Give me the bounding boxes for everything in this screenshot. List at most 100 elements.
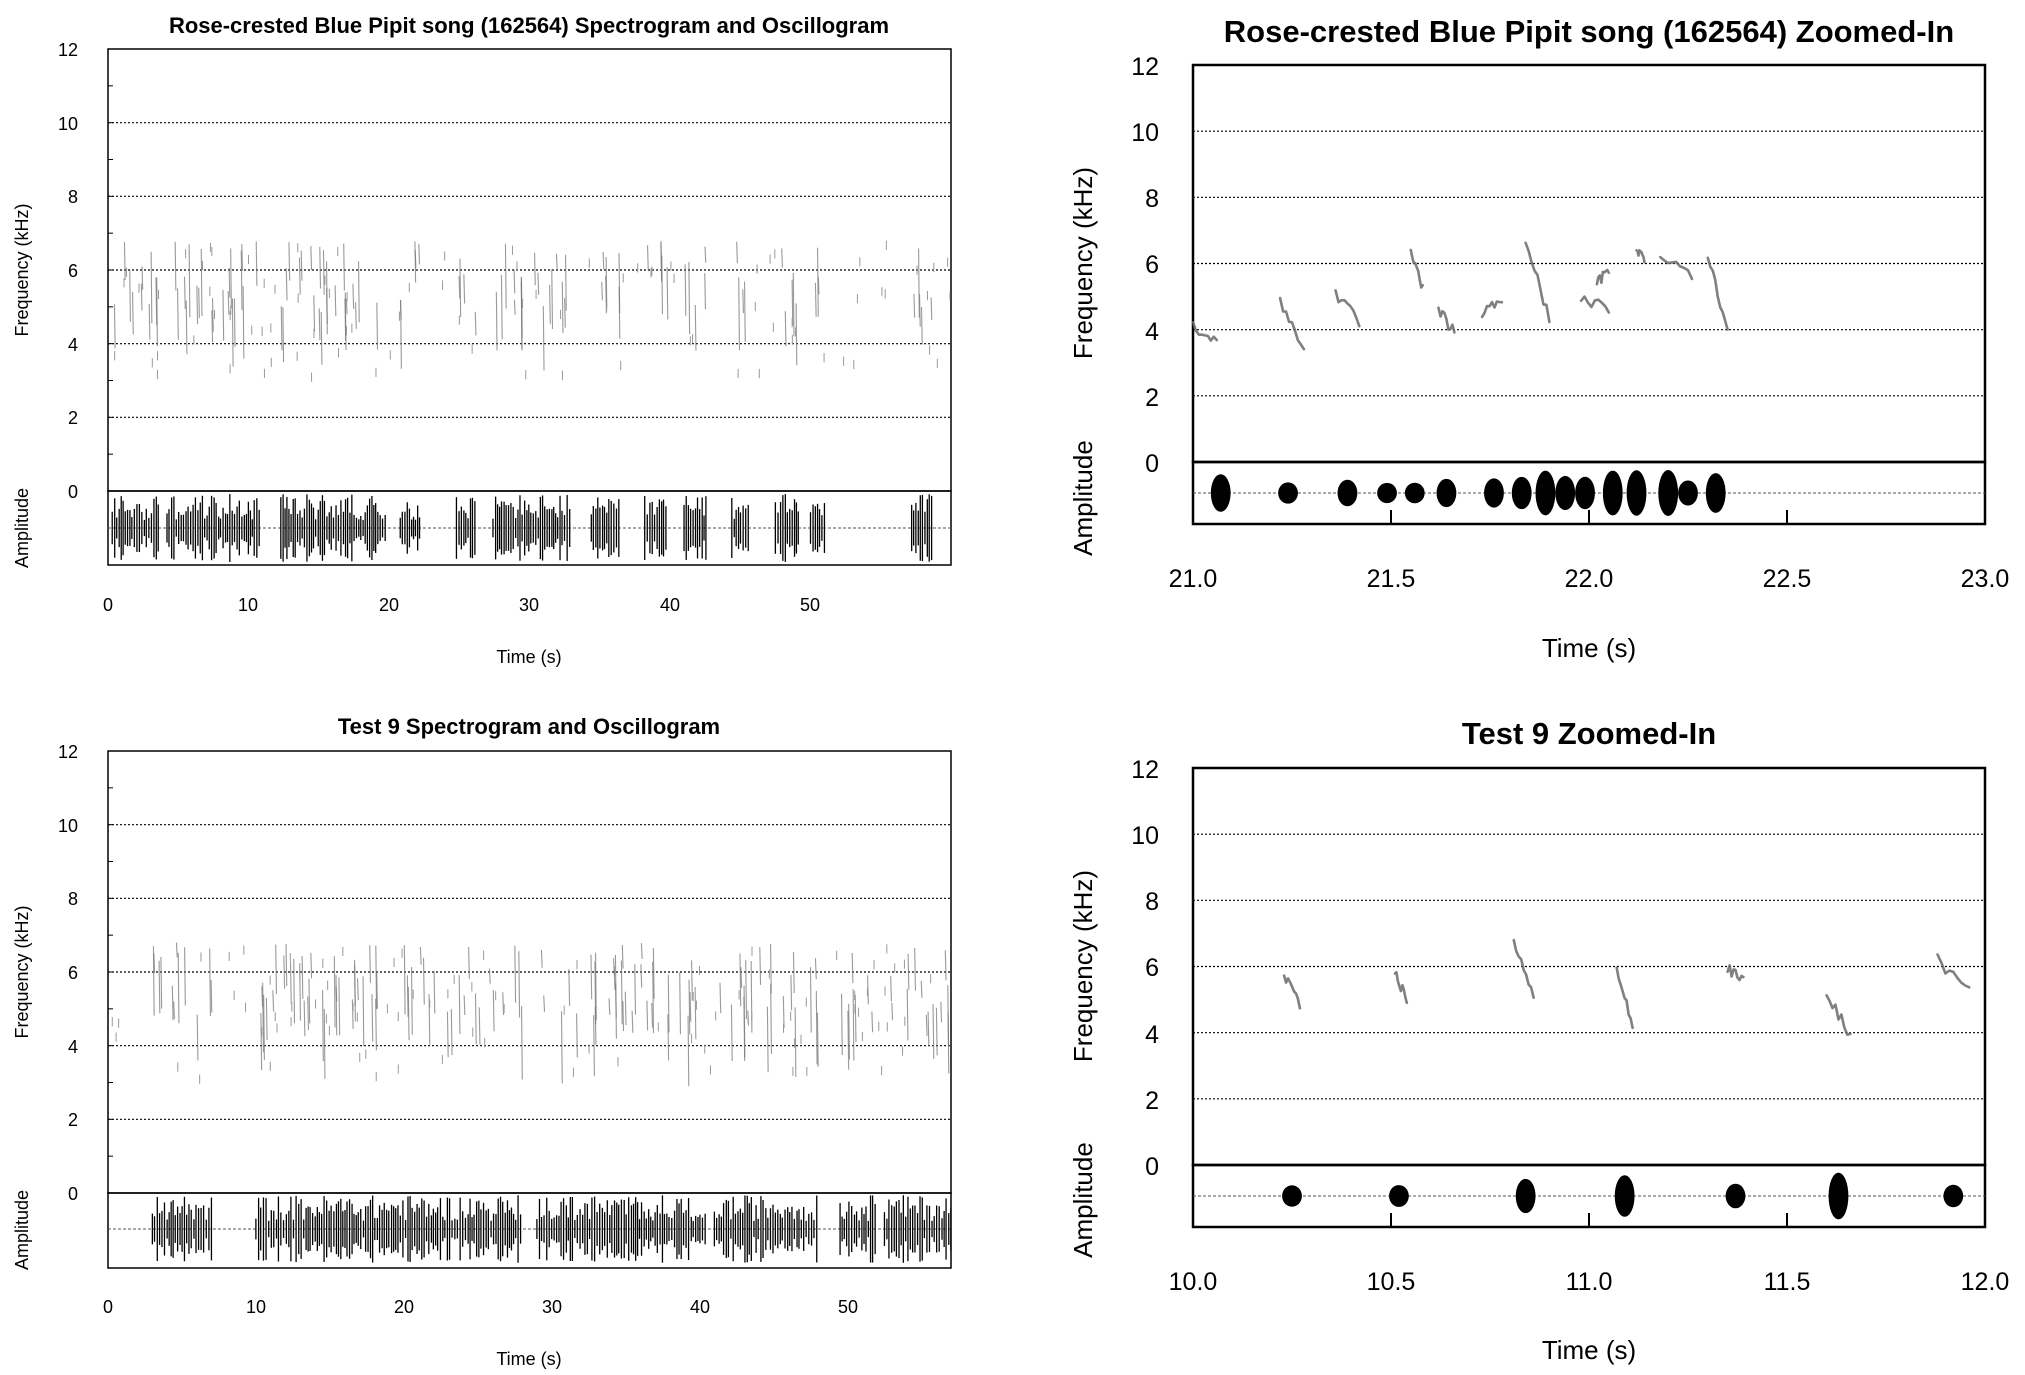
spectrogram-streak [925,1014,928,1036]
spectrogram-streak [275,944,278,994]
spectrogram-streak [689,992,692,1022]
spectrogram-streak [241,244,244,271]
chart-title: Rose-crested Blue Pipit song (162564) Sp… [169,13,889,38]
oscillogram-trace [108,1195,952,1263]
spectrogram-streak [123,242,126,280]
y-axis-label: Frequency (kHz) [1068,870,1098,1062]
y-tick-label: 6 [68,963,78,983]
spectrogram-streak [814,282,817,317]
spectrogram-streak [446,1011,449,1058]
spectrogram-streak [323,1008,326,1079]
y-axis-label: Frequency (kHz) [12,905,32,1038]
spectrogram-streak [742,289,745,314]
waveform-pulse [1278,482,1298,504]
x-tick-label: 22.0 [1565,565,1614,593]
gridlines [108,85,951,455]
spectrogram-streak [345,298,348,315]
spectrogram-streak [160,956,163,1009]
spectrogram-streak [792,952,795,993]
spectrogram-streak [679,972,682,1035]
waveform-pulse [1828,1172,1849,1220]
spectrogram-streak [615,983,617,1039]
syllable-trace [1191,320,1219,342]
x-tick-label: 50 [838,1297,858,1317]
spectrogram-streaks [113,240,951,382]
spectrogram-streak [129,270,131,322]
spectrogram-streak [410,966,413,1035]
spectrogram-streak [335,975,338,1036]
spectrogram-streak [935,1007,938,1056]
spectrogram-streak [171,985,174,1021]
spectrogram-streak [792,273,795,337]
spectrogram-streak [400,300,402,369]
spectrogram-streak [148,303,151,340]
spectrogram-streak [322,990,324,1062]
oscillogram-area [107,1192,952,1269]
syllable-trace [1524,241,1551,324]
spectrogram-streak [285,268,288,301]
spectrogram-streak [334,285,337,317]
x-tick-label: 23.0 [1961,565,2010,593]
waveform-pulse [1555,475,1576,511]
spectrogram-streak [576,1013,578,1058]
spectrogram-streak [502,992,505,1015]
spectrogram-streak [940,1001,943,1023]
x-tick-label: 11.0 [1566,1268,1613,1296]
waveform-pulse [1614,1175,1635,1217]
y-tick-label: 8 [68,187,78,207]
spectrogram-streak [564,254,567,311]
waveform-pulse [1377,482,1397,504]
x-axis-label: Time (s) [1542,633,1636,663]
spectrogram-streak [156,277,158,347]
x-tick-label: 30 [519,595,539,615]
spectrogram-streak [474,311,477,336]
spectrogram-streak [666,266,669,320]
spectrogram-streak [784,311,787,347]
spectrogram-streak [282,307,285,363]
spectrogram-streak [809,967,812,1033]
spectrogram-streak [651,1003,654,1028]
spectrogram-streak [918,293,921,327]
syllable-trace [1825,994,1852,1036]
waveform-pulse [1705,473,1726,513]
spectrogram-streak [198,287,200,318]
spectrogram-streak [740,967,743,988]
spectrogram-streak [371,994,374,1042]
spectrogram-streak [537,272,540,295]
spectrogram-streak [352,283,355,309]
spectrogram-streak [210,980,213,1013]
y-tick-label: 10 [58,114,78,134]
spectrogram-streak [840,993,843,1056]
syllable-trace [1936,953,1971,989]
y-tick-label: 10 [1131,119,1159,147]
spectrogram-streak [513,269,516,294]
spectrogram-streak [301,956,304,999]
spectrogram-streak [280,306,283,351]
spectrogram-streak [543,995,546,1012]
spectrogram-streak [521,1006,523,1080]
spectrogram-streak [782,996,785,1029]
spectrogram-streak [907,953,910,990]
x-tick-label: 20 [394,1297,414,1317]
y-tick-label: 0 [1145,1153,1159,1181]
spectrogram-streak [534,252,536,286]
x-tick-label: 12.0 [1961,1268,2010,1296]
spectrogram-streak [791,279,794,326]
spectrogram-area [1191,766,1987,1167]
spectrogram-streak [540,949,543,968]
spectrogram-streak [459,258,462,318]
x-tick-labels: 10.0 10.5 11.0 11.5 12.0 [1169,1268,2010,1296]
spectrogram-streak [660,240,663,281]
spectrogram-streak [158,960,161,1014]
amplitude-axis-label: Amplitude [1068,440,1098,556]
spectrogram-streak [688,262,691,334]
spectrogram-streak [520,277,523,338]
spectrogram-streak [458,975,461,1035]
spectrogram-streak [514,945,517,1003]
x-tick-label: 50 [800,595,820,615]
x-tick-label: 10 [246,1297,266,1317]
waveform-pulse [1725,1183,1746,1209]
spectrogram-streak [781,248,783,268]
spectrogram-streak [613,958,615,976]
spectrogram-streak [691,960,693,1001]
